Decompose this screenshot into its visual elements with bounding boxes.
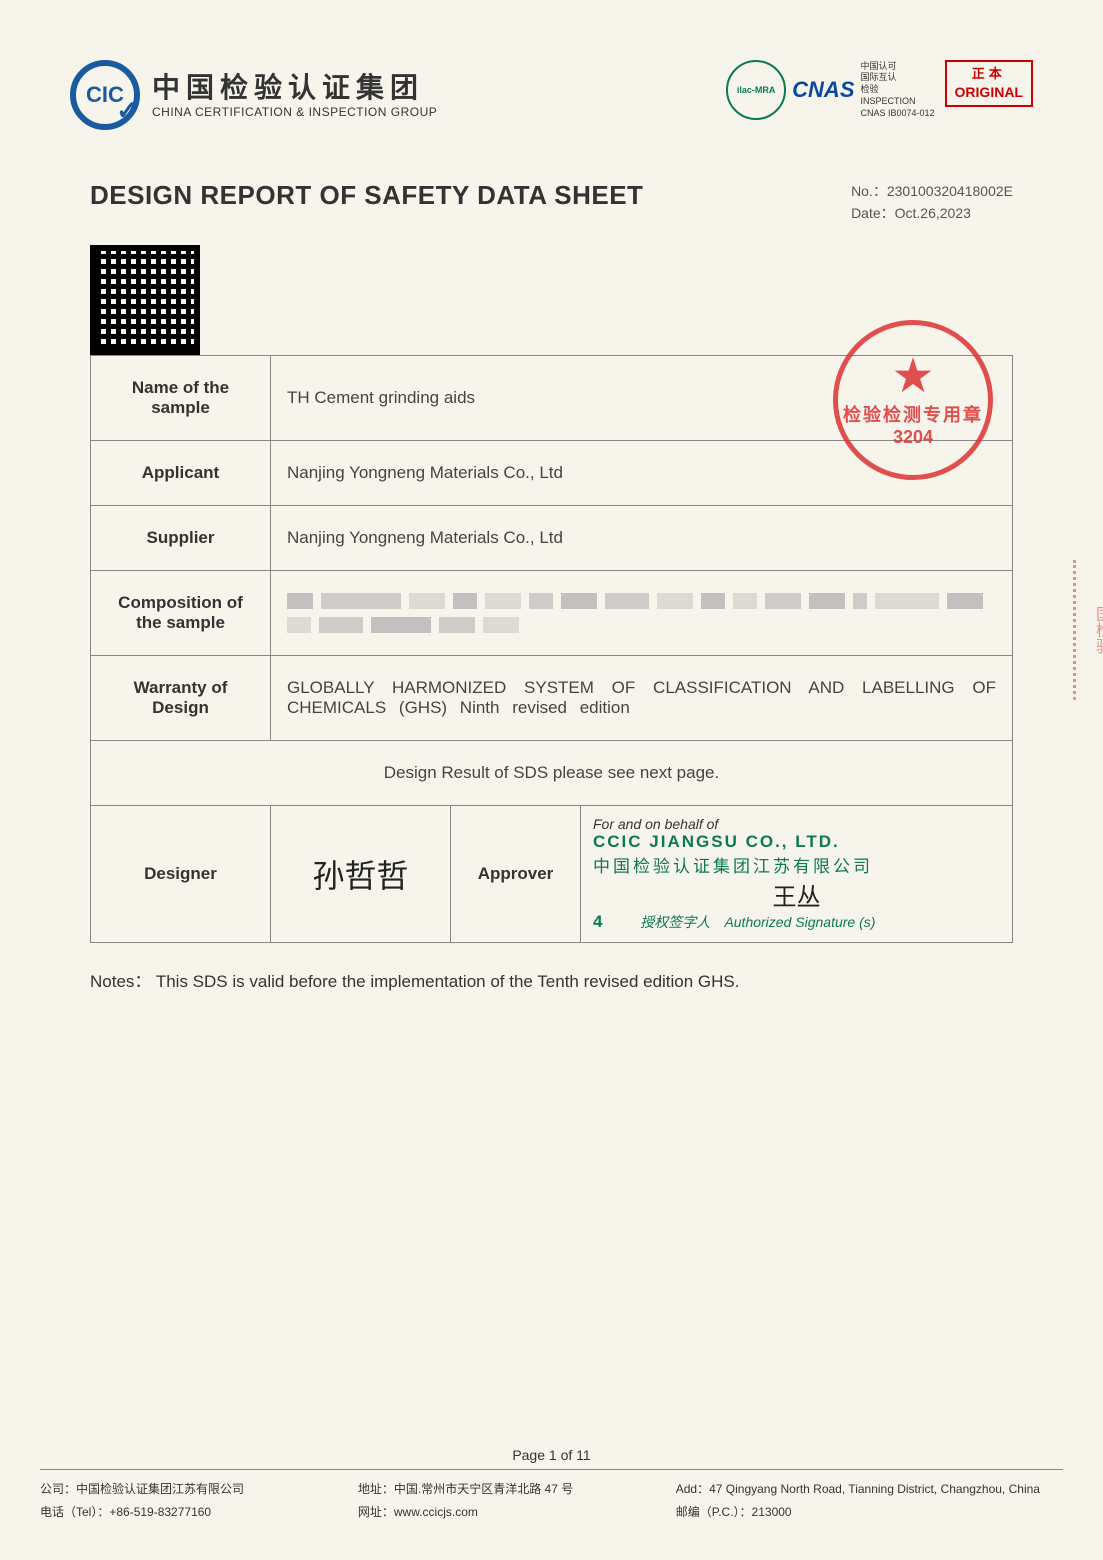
label-applicant: Applicant — [91, 440, 271, 505]
cic-logo-icon: CIC — [70, 60, 140, 130]
footer-grid: 公司：中国检验认证集团江苏有限公司 地址：中国.常州市天宁区青洋北路 47 号 … — [40, 1470, 1063, 1520]
stamp-text-2: 3204 — [893, 427, 933, 448]
star-icon: ★ — [891, 353, 934, 401]
original-en: ORIGINAL — [955, 83, 1023, 101]
date-label: Date： — [851, 205, 895, 221]
original-cn: 正本 — [955, 66, 1023, 83]
label-supplier: Supplier — [91, 505, 271, 570]
redacted-segment — [947, 593, 983, 609]
no-label: No.： — [851, 183, 887, 199]
no-value: 230100320418002E — [887, 183, 1013, 199]
redacted-segment — [483, 617, 519, 633]
date-value: Oct.26,2023 — [895, 205, 971, 221]
redacted-segment — [875, 593, 939, 609]
title-row: DESIGN REPORT OF SAFETY DATA SHEET No.：2… — [90, 180, 1013, 225]
footer-postcode: 邮编（P.C.）：213000 — [676, 1503, 1063, 1520]
approver-block: For and on behalf of CCIC JIANGSU CO., L… — [593, 816, 1000, 932]
cic-logo-text: 中国检验认证集团 CHINA CERTIFICATION & INSPECTIO… — [152, 71, 437, 119]
report-date: Date：Oct.26,2023 — [851, 202, 1013, 224]
redacted-segment — [321, 593, 401, 609]
cnas-code: CNAS IB0074-012 — [861, 108, 935, 120]
redacted-segment — [371, 617, 431, 633]
redacted-content — [287, 593, 996, 633]
authorized-cn: 授权签字人 — [640, 914, 710, 930]
label-approver: Approver — [451, 805, 581, 942]
cnas-line2: 国际互认 — [861, 72, 935, 84]
redacted-segment — [605, 593, 649, 609]
redacted-segment — [733, 593, 757, 609]
accreditation-block: ilac-MRA CNAS 中国认可 国际互认 检验 INSPECTION CN… — [726, 60, 1033, 120]
footer-tel: 电话（Tel）：+86-519-83277160 — [40, 1503, 338, 1520]
red-seal-stamp: ★ 检验检测专用章 3204 — [833, 320, 993, 480]
row-supplier: Supplier Nanjing Yongneng Materials Co.,… — [91, 505, 1013, 570]
label-composition: Composition of the sample — [91, 570, 271, 655]
redacted-segment — [657, 593, 693, 609]
authorized-row: 4 授权签字人 Authorized Signature (s) — [593, 912, 1000, 932]
report-number: No.：230100320418002E — [851, 180, 1013, 202]
row-warranty: Warranty of Design GLOBALLY HARMONIZED S… — [91, 655, 1013, 740]
document-header: CIC 中国检验认证集团 CHINA CERTIFICATION & INSPE… — [70, 60, 1033, 130]
label-warranty: Warranty of Design — [91, 655, 271, 740]
designer-signature: 孙哲哲 — [287, 851, 434, 897]
cnas-line4: INSPECTION — [861, 96, 935, 108]
on-behalf-text: For and on behalf of — [593, 816, 1000, 832]
company-en: CCIC JIANGSU CO., LTD. — [593, 832, 1000, 852]
page-inline: 4 — [593, 912, 602, 931]
redacted-segment — [287, 593, 313, 609]
redacted-segment — [809, 593, 845, 609]
cnas-line3: 检验 — [861, 84, 935, 96]
footer-website: 网址：www.ccicjs.com — [358, 1503, 656, 1520]
footer-company-cn: 公司：中国检验认证集团江苏有限公司 — [40, 1480, 338, 1497]
result-text: Design Result of SDS please see next pag… — [91, 740, 1013, 805]
row-result: Design Result of SDS please see next pag… — [91, 740, 1013, 805]
original-badge: 正本 ORIGINAL — [945, 60, 1033, 107]
redacted-segment — [439, 617, 475, 633]
redacted-segment — [287, 617, 311, 633]
redacted-segment — [529, 593, 553, 609]
value-warranty: GLOBALLY HARMONIZED SYSTEM OF CLASSIFICA… — [271, 655, 1013, 740]
label-designer: Designer — [91, 805, 271, 942]
footer-address-cn: 地址：中国.常州市天宁区青洋北路 47 号 — [358, 1480, 656, 1497]
row-composition: Composition of the sample — [91, 570, 1013, 655]
redacted-segment — [701, 593, 725, 609]
redacted-segment — [853, 593, 867, 609]
company-cn: 中国检验认证集团江苏有限公司 — [593, 852, 1000, 877]
value-composition — [271, 570, 1013, 655]
page-footer: Page 1 of 11 公司：中国检验认证集团江苏有限公司 地址：中国.常州市… — [40, 1447, 1063, 1520]
page-indicator: Page 1 of 11 — [40, 1447, 1063, 1470]
report-title: DESIGN REPORT OF SAFETY DATA SHEET — [90, 180, 643, 211]
designer-signature-cell: 孙哲哲 — [271, 805, 451, 942]
cnas-line1: 中国认可 — [861, 61, 935, 73]
side-seal-fragment: 国检验 — [1073, 560, 1103, 700]
ilac-cnas-block: ilac-MRA CNAS 中国认可 国际互认 检验 INSPECTION CN… — [726, 60, 934, 120]
notes-line: Notes： This SDS is valid before the impl… — [90, 967, 1013, 992]
value-supplier: Nanjing Yongneng Materials Co., Ltd — [271, 505, 1013, 570]
redacted-segment — [765, 593, 801, 609]
redacted-segment — [485, 593, 521, 609]
ilac-badge-icon: ilac-MRA — [726, 60, 786, 120]
redacted-segment — [453, 593, 477, 609]
authorized-en: Authorized Signature (s) — [724, 914, 875, 930]
row-signatures: Designer 孙哲哲 Approver For and on behalf … — [91, 805, 1013, 942]
footer-address-en: Add：47 Qingyang North Road, Tianning Dis… — [676, 1480, 1063, 1497]
notes-text: This SDS is valid before the implementat… — [156, 972, 740, 991]
redacted-segment — [561, 593, 597, 609]
stamp-text-1: 检验检测专用章 — [843, 401, 983, 427]
redacted-segment — [409, 593, 445, 609]
label-sample-name: Name of the sample — [91, 355, 271, 440]
approver-signature: 王丛 — [593, 877, 1000, 912]
logo-chinese: 中国检验认证集团 — [152, 71, 437, 105]
logo-english: CHINA CERTIFICATION & INSPECTION GROUP — [152, 105, 437, 119]
cnas-details: 中国认可 国际互认 检验 INSPECTION CNAS IB0074-012 — [861, 61, 935, 119]
report-meta: No.：230100320418002E Date：Oct.26,2023 — [851, 180, 1013, 225]
approver-cell: For and on behalf of CCIC JIANGSU CO., L… — [581, 805, 1013, 942]
redacted-segment — [319, 617, 363, 633]
cic-logo-block: CIC 中国检验认证集团 CHINA CERTIFICATION & INSPE… — [70, 60, 437, 130]
cnas-badge-icon: CNAS — [792, 77, 854, 103]
notes-label: Notes： — [90, 972, 151, 991]
qr-code-icon — [90, 245, 200, 355]
